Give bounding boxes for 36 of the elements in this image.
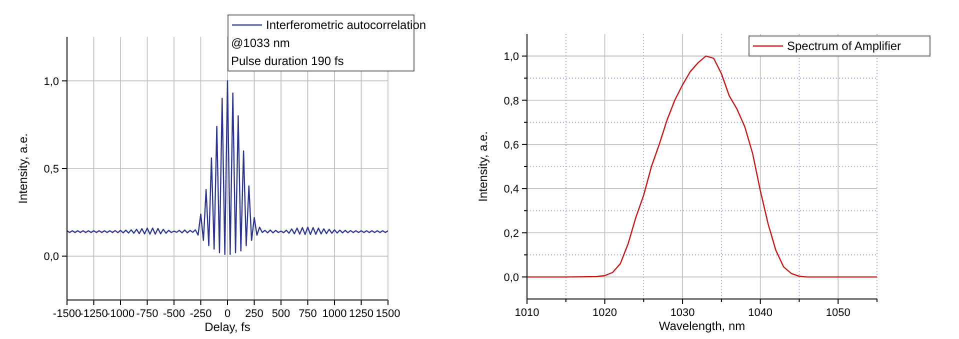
x-tick-label: 1030 bbox=[670, 307, 695, 319]
y-tick-label: 1,0 bbox=[44, 76, 59, 88]
x-tick-label: 1050 bbox=[826, 307, 850, 319]
y-tick-label: 0,8 bbox=[504, 95, 519, 108]
x-tick-label: 1020 bbox=[592, 307, 618, 319]
y-tick-label: 0,0 bbox=[504, 272, 519, 284]
x-tick-label: -1250 bbox=[80, 308, 108, 320]
x-tick-label: -1000 bbox=[106, 308, 135, 320]
x-tick-label: 1040 bbox=[748, 307, 773, 319]
annotation: @1033 nm bbox=[231, 36, 290, 50]
y-tick-label: 0,5 bbox=[44, 164, 59, 176]
y-tick-label: 1,0 bbox=[504, 51, 519, 64]
x-tick-label: -750 bbox=[136, 308, 158, 320]
annotation: Pulse duration 190 fs bbox=[231, 54, 344, 68]
x-tick-label: 250 bbox=[245, 308, 264, 320]
y-tick-label: 0,2 bbox=[504, 228, 519, 240]
x-tick-label: 1000 bbox=[322, 308, 347, 320]
x-tick-label: 1010 bbox=[514, 307, 540, 319]
x-axis-title: Delay, fs bbox=[204, 320, 250, 334]
x-axis-title: Wavelength, nm bbox=[658, 319, 746, 333]
x-tick-label: 750 bbox=[298, 308, 317, 320]
x-tick-label: 1500 bbox=[376, 308, 400, 320]
x-tick-label: 0 bbox=[224, 308, 231, 320]
x-tick-label: 1250 bbox=[349, 308, 374, 320]
y-axis-title: Intensity, a.e. bbox=[16, 133, 30, 204]
x-tick-label: -250 bbox=[190, 308, 212, 320]
y-tick-label: 0,4 bbox=[504, 184, 519, 196]
legend-label: Spectrum of Amplifier bbox=[787, 39, 902, 53]
line-series bbox=[527, 55, 877, 278]
x-tick-label: -1500 bbox=[52, 308, 82, 320]
x-tick-label: 500 bbox=[272, 308, 290, 320]
line-series bbox=[67, 80, 388, 256]
y-axis-title: Intensity, a.e. bbox=[476, 131, 490, 202]
x-tick-label: -500 bbox=[162, 308, 186, 320]
y-tick-label: 0,6 bbox=[504, 139, 519, 152]
y-tick-label: 0,0 bbox=[44, 251, 59, 264]
